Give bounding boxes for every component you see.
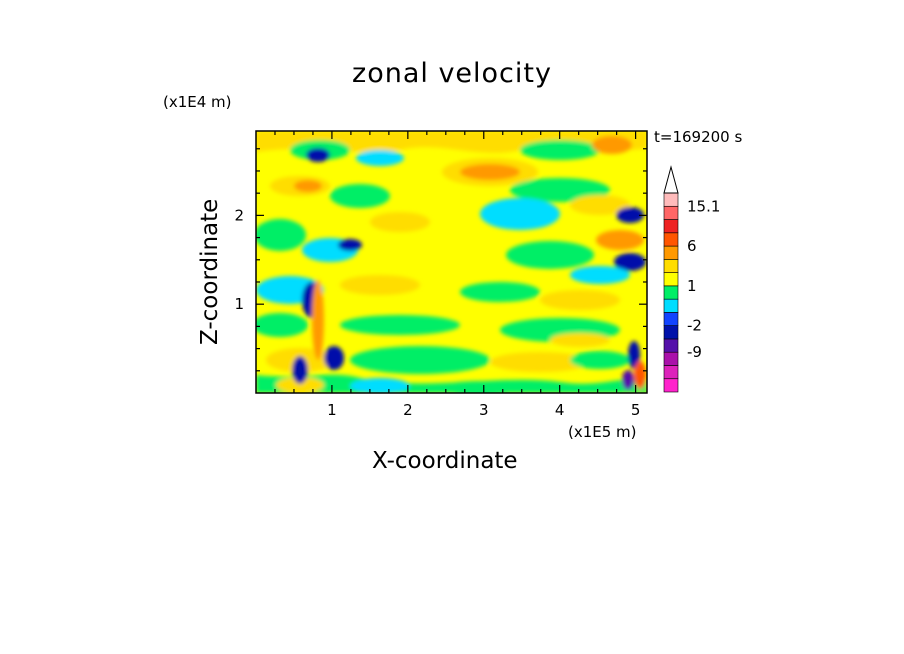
blob — [340, 315, 460, 335]
colorbar-segment — [663, 232, 679, 247]
blob — [570, 266, 630, 284]
blob — [570, 195, 630, 215]
blob — [592, 136, 632, 154]
y-tick-label: 2 — [234, 206, 244, 224]
colorbar-tick-label: 6 — [687, 237, 697, 255]
blob — [256, 313, 308, 337]
blob — [324, 346, 344, 370]
colorbar-segment — [663, 312, 679, 326]
blob — [540, 290, 620, 310]
x-tick-label: 4 — [555, 401, 565, 419]
colorbar-segment — [663, 285, 679, 300]
blob — [440, 381, 520, 393]
blob — [628, 341, 640, 369]
blob — [338, 239, 362, 251]
blob — [294, 180, 322, 192]
colorbar-segment — [663, 351, 679, 366]
colorbar-segment — [663, 325, 679, 340]
blob — [460, 164, 520, 180]
blob — [256, 219, 306, 251]
colorbar-extend-arrow — [663, 165, 679, 194]
blob — [480, 198, 560, 230]
colorbar-tick-label: 15.1 — [687, 197, 720, 215]
x-axis-ticks: 1 2 3 4 5 — [274, 131, 641, 419]
colorbar-segment — [663, 338, 679, 353]
colorbar-tick-label: -9 — [687, 343, 702, 361]
blob — [520, 140, 600, 160]
colorbar-segment — [663, 272, 679, 287]
blob — [490, 352, 590, 372]
blob — [370, 212, 430, 232]
colorbar-segment — [663, 192, 679, 207]
colorbar-segment — [663, 219, 679, 234]
blob — [292, 356, 308, 384]
blob — [460, 282, 540, 302]
chart-title: zonal velocity — [352, 58, 552, 89]
blob — [276, 377, 324, 393]
colorbar-segment — [663, 298, 679, 313]
band-top — [256, 131, 647, 153]
colorbar: 15.1 6 1 -2 -9 — [663, 165, 720, 393]
blob — [312, 280, 324, 360]
x-tick-label: 2 — [403, 401, 413, 419]
blob — [622, 370, 634, 390]
blob — [306, 148, 330, 162]
blob — [616, 207, 644, 223]
blob — [356, 150, 404, 166]
plot-frame — [255, 130, 648, 394]
blob — [570, 351, 630, 369]
colorbar-segment — [663, 365, 679, 380]
y-tick-label: 1 — [234, 295, 244, 313]
colorbar-segment — [663, 378, 679, 393]
x-tick-label: 5 — [631, 401, 641, 419]
y-axis-ticks: 12 — [234, 148, 647, 372]
x-tick-label: 3 — [479, 401, 489, 419]
x-axis-unit: (x1E5 m) — [568, 423, 637, 441]
colorbar-tick-label: 1 — [687, 277, 697, 295]
blob — [350, 346, 490, 374]
blob — [614, 253, 646, 271]
blob — [350, 378, 410, 393]
x-tick-label: 1 — [327, 401, 337, 419]
blob — [330, 184, 390, 208]
blob — [510, 178, 610, 202]
blob — [340, 275, 420, 295]
colorbar-segment — [663, 259, 679, 273]
x-axis-label: X-coordinate — [372, 448, 518, 474]
blob — [596, 230, 644, 250]
blob — [550, 333, 610, 347]
colorbar-segment — [663, 205, 679, 220]
time-label: t=169200 s — [654, 128, 743, 146]
velocity-field — [256, 131, 647, 393]
blob — [506, 241, 594, 269]
y-axis-unit: (x1E4 m) — [163, 93, 232, 111]
colorbar-tick-label: -2 — [687, 317, 702, 335]
colorbar-segment — [663, 245, 679, 260]
blob — [634, 361, 646, 389]
